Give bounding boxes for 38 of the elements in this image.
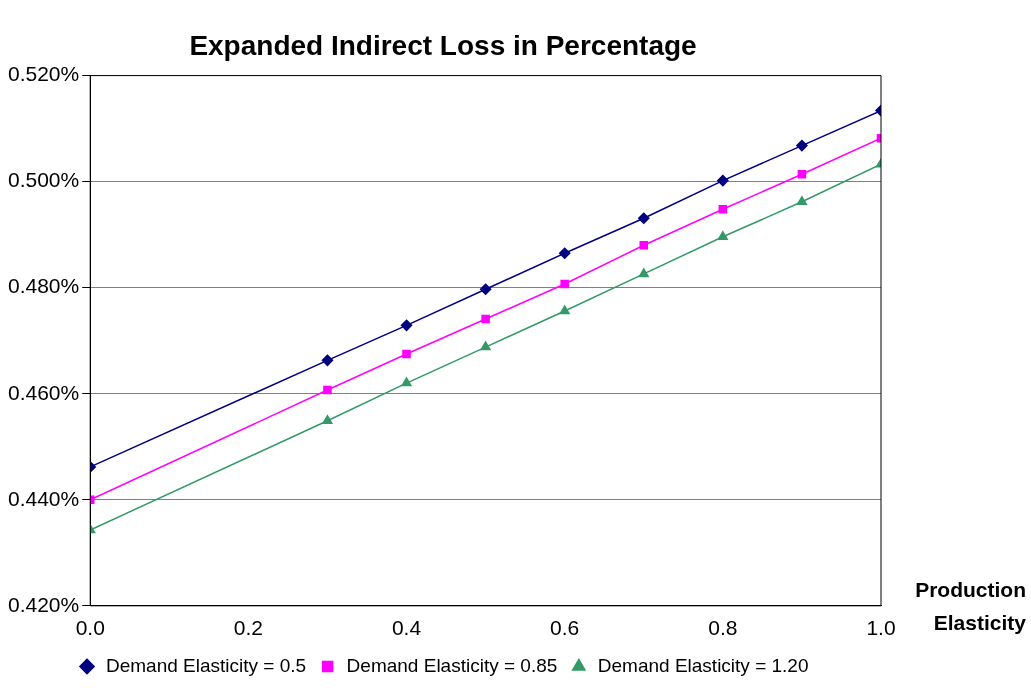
point [717,174,729,187]
point [323,385,332,395]
x-tick-label: 0.0 [75,616,105,640]
y-tick-label: 0.460% [7,380,80,404]
point [400,319,413,332]
point [401,377,412,387]
x-tick-label: 0.2 [233,616,263,640]
point [718,204,728,214]
x-tick-label: 0.4 [391,616,422,640]
point [559,305,570,315]
y-tick-label: 0.480% [7,274,80,298]
legend-label: Demand Elasticity = 1.20 [597,654,809,676]
y-tick-label: 0.440% [7,486,80,510]
point [797,169,807,179]
point [322,415,333,425]
x-axis-title: Production Elasticity [915,577,1027,634]
y-tick-label: 0.520% [7,62,80,86]
y-tick-label: 0.500% [7,168,80,192]
point [638,268,649,278]
x-tick-label: 0.6 [550,616,580,640]
point [560,279,569,289]
y-tick-label: 0.420% [7,592,80,616]
point [402,349,411,359]
point [321,354,334,367]
legend-label: Demand Elasticity = 0.85 [346,654,558,676]
x-tick-label: 1.0 [866,616,896,640]
point [639,240,649,250]
point [479,283,492,296]
legend-label: Demand Elasticity = 0.5 [106,654,307,676]
point [481,314,490,324]
point [717,231,728,241]
point [638,212,650,224]
point [558,247,571,259]
point [796,139,808,152]
chart-title: Expanded Indirect Loss in Percentage [189,29,697,61]
point [480,341,491,351]
x-tick-label: 0.8 [708,616,738,640]
point [796,196,807,206]
